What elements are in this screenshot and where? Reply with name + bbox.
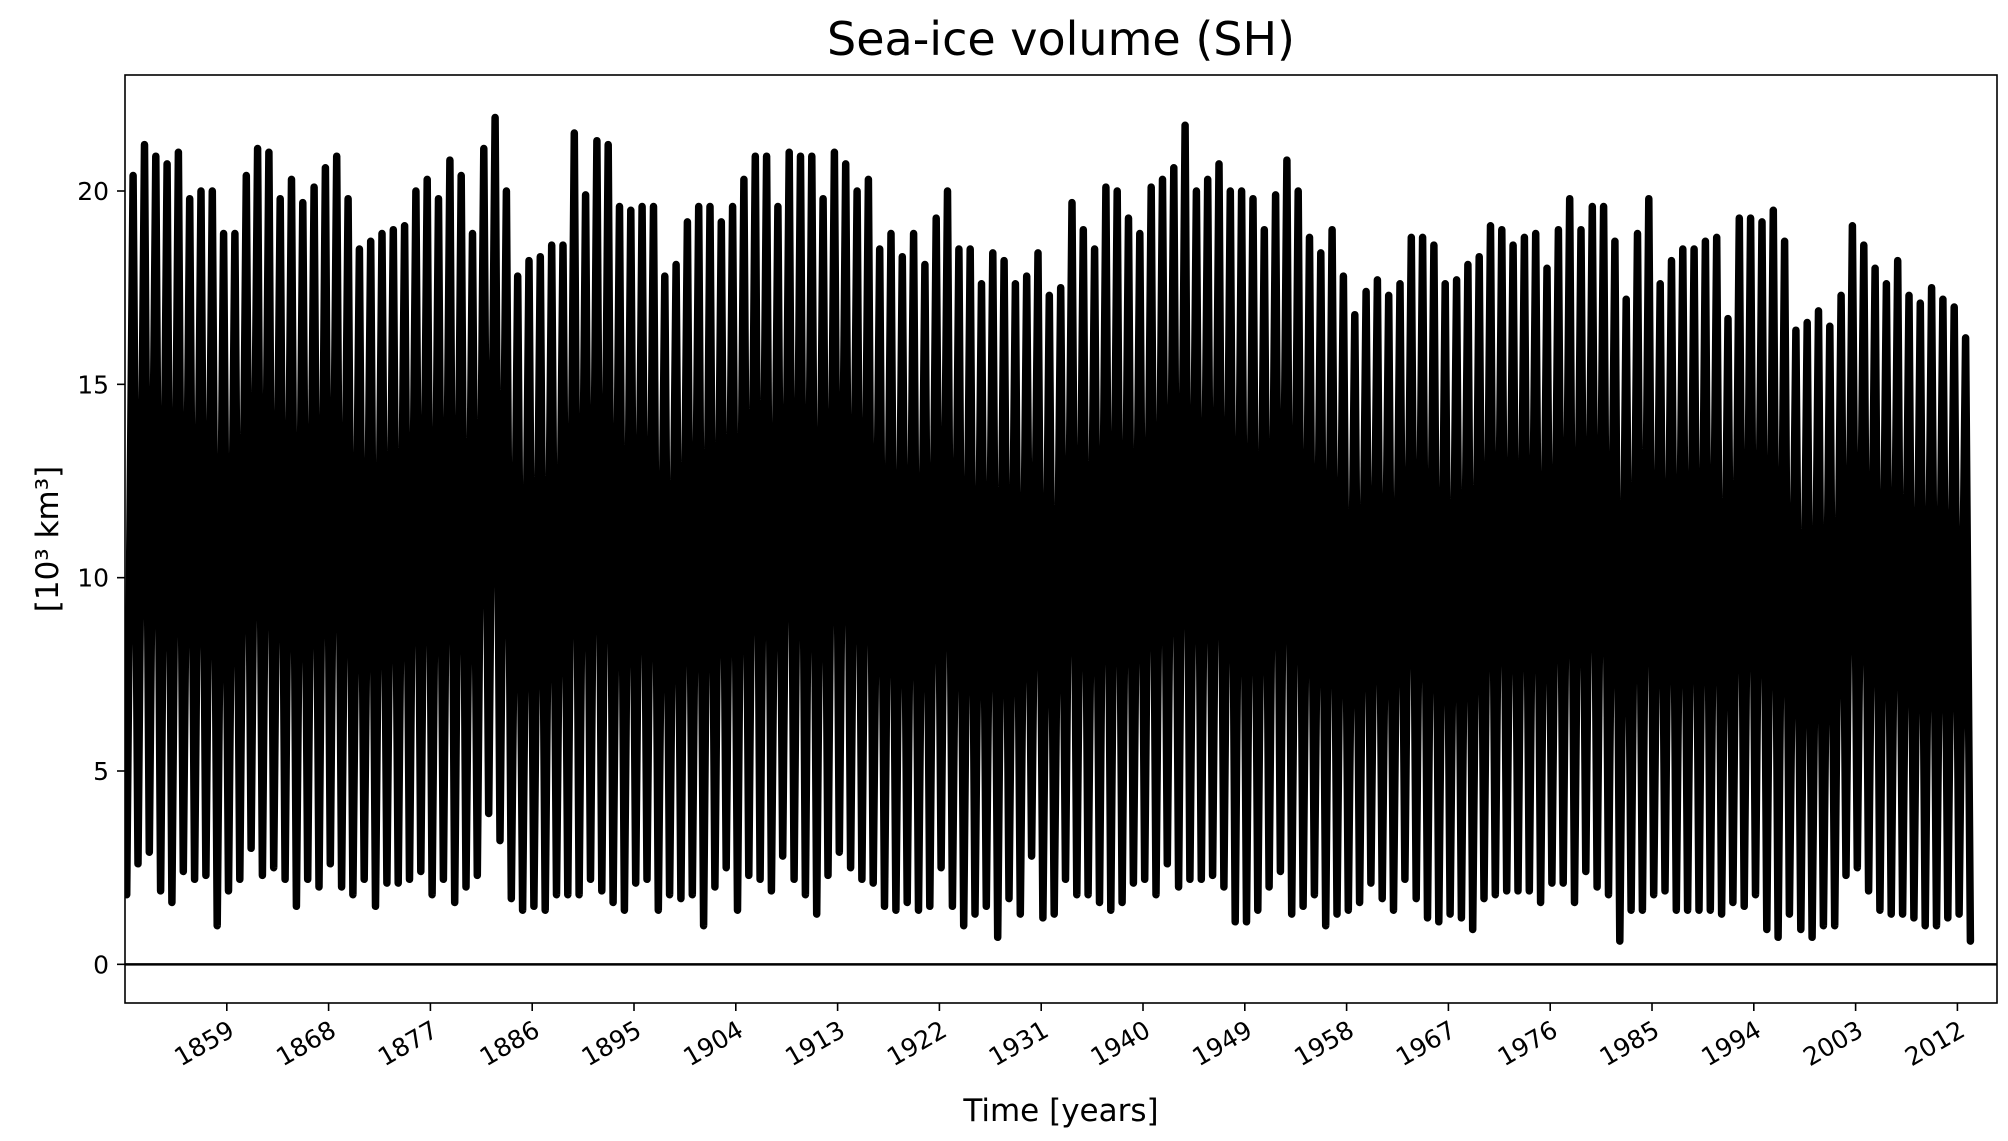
series-line [125, 113, 1975, 945]
chart-title: Sea-ice volume (SH) [827, 12, 1295, 66]
x-axis-label: Time [years] [962, 1093, 1158, 1129]
plot-area [124, 74, 1998, 1004]
axes-frame [124, 74, 1998, 1004]
y-tick-label: 20 [77, 177, 109, 206]
y-axis: 0 5 10 15 20 [77, 177, 125, 979]
y-tick-label: 15 [77, 370, 109, 399]
sea-ice-volume-line [125, 113, 1975, 945]
y-tick-label: 5 [93, 757, 109, 786]
y-axis-label: [10³ km³] [30, 466, 66, 613]
y-tick-label: 10 [77, 564, 109, 593]
y-tick-label: 0 [93, 950, 109, 979]
